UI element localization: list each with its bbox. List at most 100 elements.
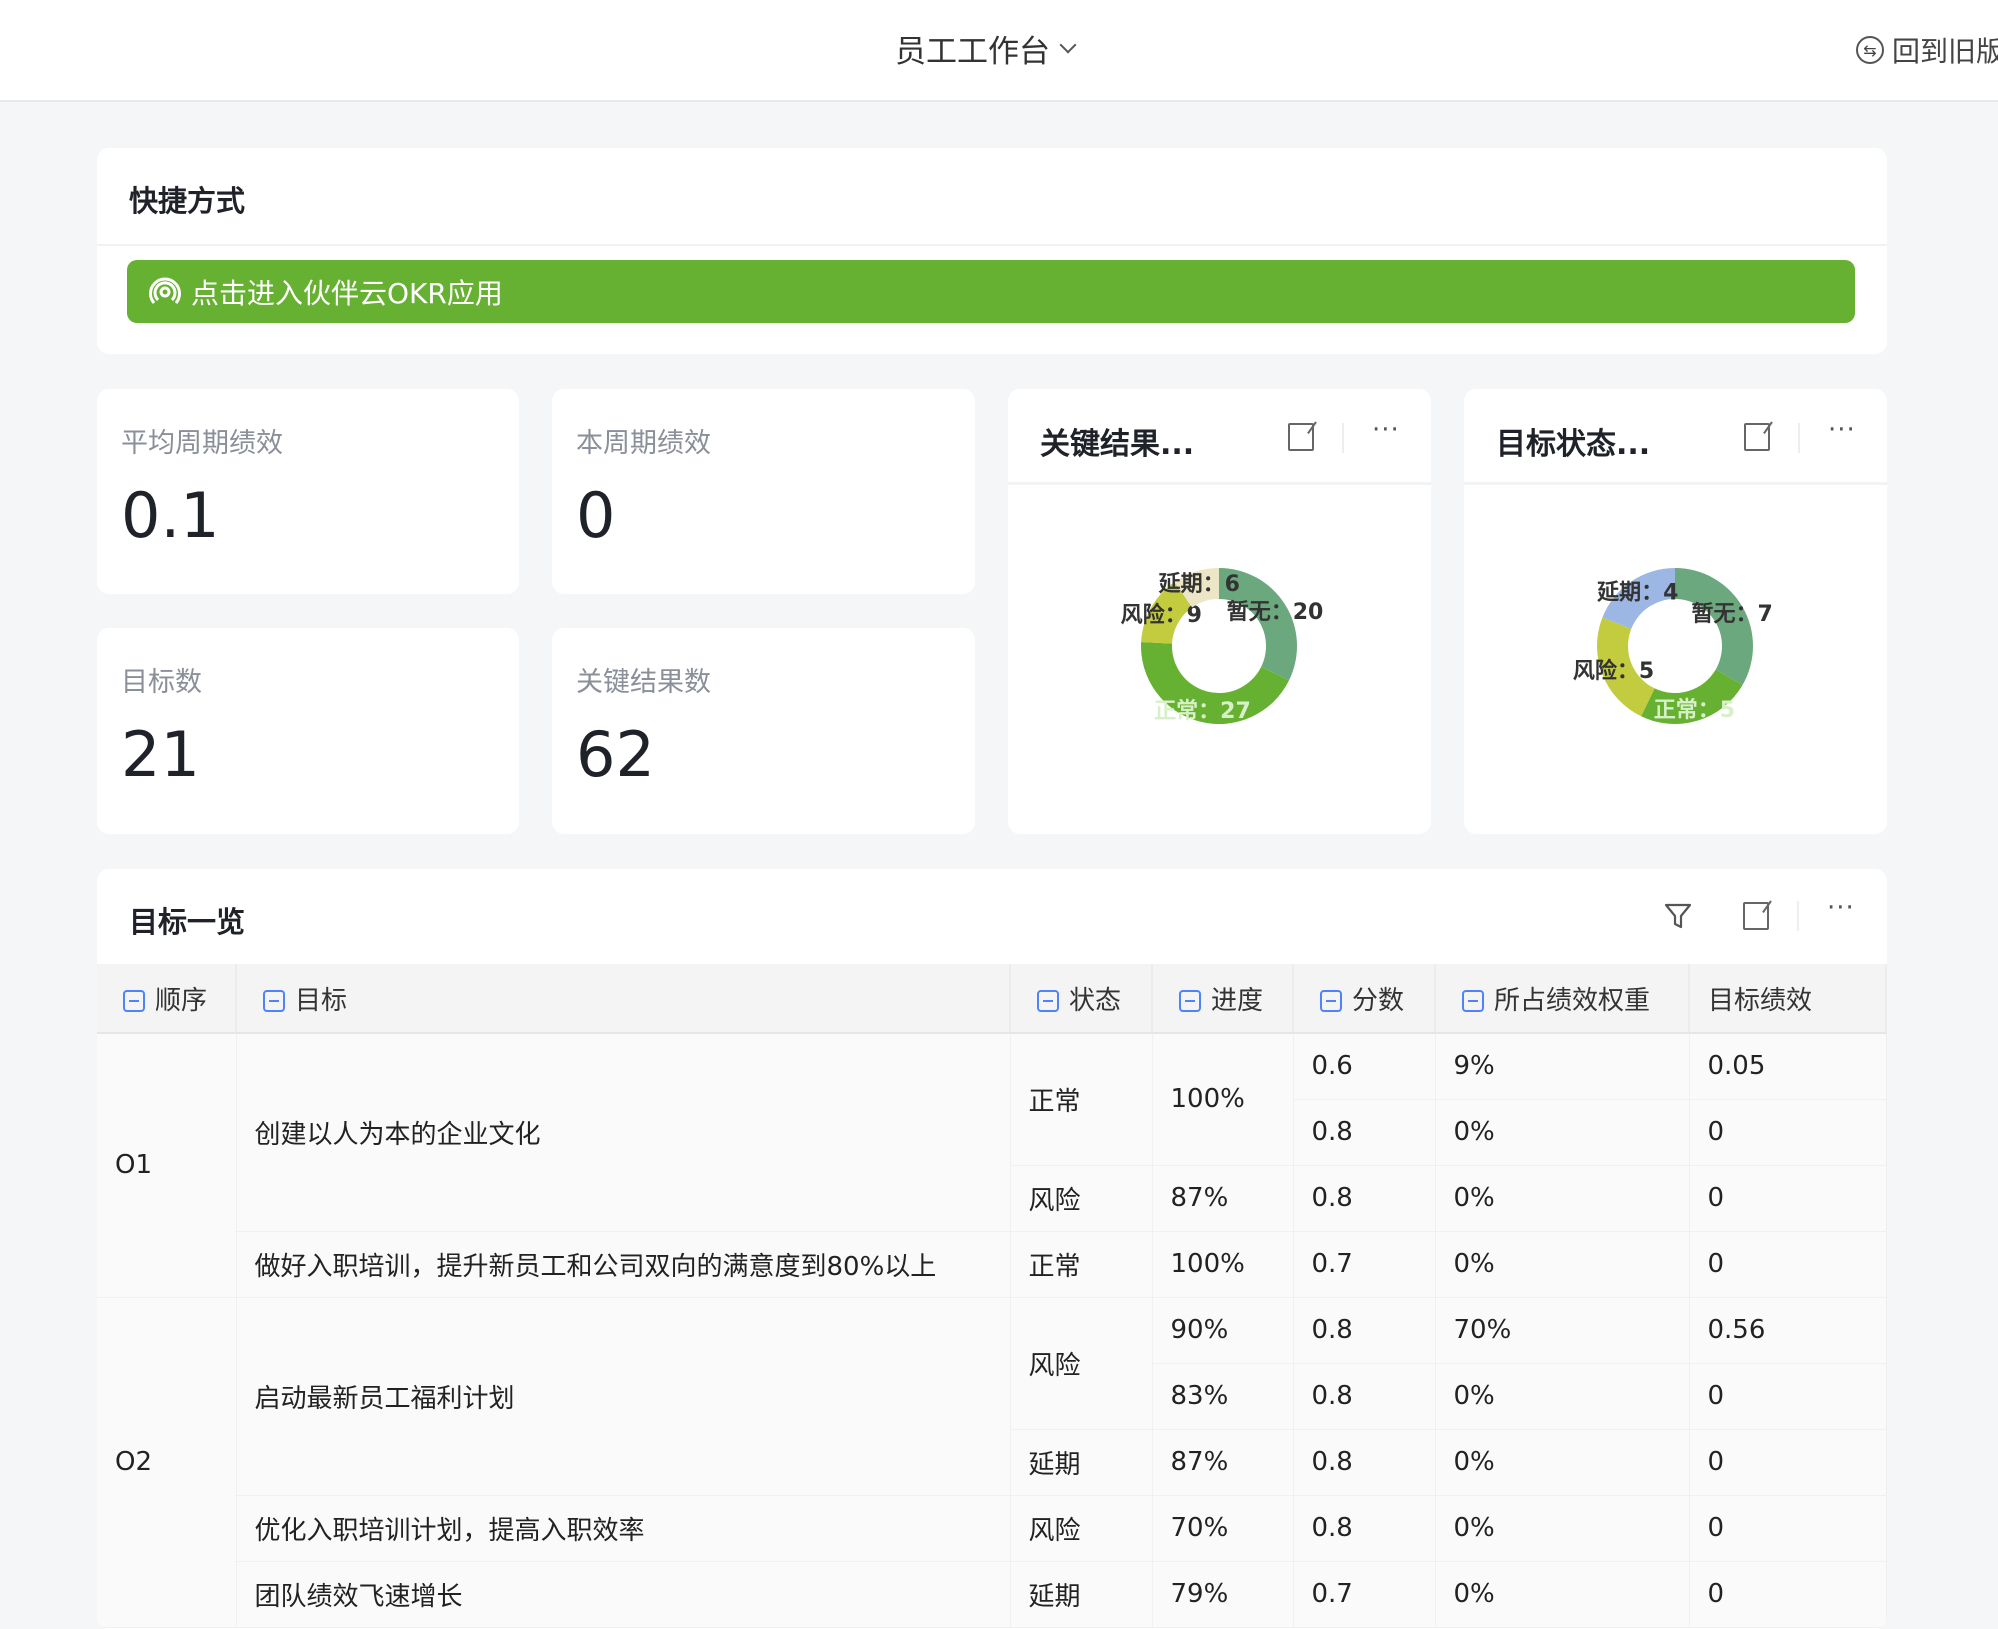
collapse-icon[interactable]	[123, 989, 145, 1012]
collapse-icon[interactable]	[1320, 989, 1342, 1012]
column-header[interactable]: 分数	[1293, 964, 1436, 1034]
more-icon[interactable]: ···	[1827, 893, 1855, 923]
open-external-icon[interactable]	[1288, 423, 1314, 451]
column-label: 目标	[295, 985, 348, 1016]
more-icon[interactable]: ···	[1372, 415, 1400, 445]
perf-cell: 0	[1689, 1429, 1887, 1496]
chart-title: 关键结果...	[1040, 427, 1195, 462]
table-row[interactable]: 0.8 0% 0	[97, 1099, 1887, 1166]
open-external-icon[interactable]	[1743, 902, 1769, 930]
okr-app-button[interactable]: 点击进入伙伴云OKR应用	[127, 260, 1855, 323]
goal-overview-card: 目标一览 ··· 顺序 目标 状态 进度 分数 所占绩效权重 目标绩效 O1 创建以人为本的企…	[97, 869, 1887, 1629]
stat-card-goal-count: 目标数 21	[97, 628, 519, 834]
table-row[interactable]: O1 创建以人为本的企业文化 正常 100% 0.6 9% 0.05	[97, 1033, 1887, 1298]
score-cell: 0.8	[1293, 1429, 1436, 1496]
slice-label: 正常：5	[1654, 697, 1735, 723]
slice-label: 延期：4	[1596, 580, 1678, 605]
goal-overview-title: 目标一览	[129, 905, 246, 939]
column-header[interactable]: 所占绩效权重	[1435, 964, 1690, 1034]
progress-cell: 87%	[1152, 1429, 1294, 1496]
slice-0[interactable]	[1675, 568, 1753, 685]
workspace-switcher[interactable]: 员工工作台	[895, 26, 1077, 71]
donut-chart: 暂无：7 正常：5风险：5 延期：4	[1573, 568, 1773, 725]
back-to-old-version-button[interactable]: ⇆ 回到旧版	[1856, 30, 1998, 70]
progress-cell: 87%	[1152, 1165, 1294, 1232]
progress-cell: 100%	[1152, 1033, 1294, 1166]
stat-value: 0.1	[121, 479, 220, 552]
perf-cell: 0	[1689, 1363, 1887, 1430]
column-header[interactable]: 目标	[236, 964, 1011, 1034]
table-row[interactable]: 优化入职培训计划，提高入职效率 风险 70% 0.8 0% 0	[97, 1495, 1887, 1562]
slice-1[interactable]	[1641, 669, 1743, 725]
chart-title: 目标状态...	[1496, 427, 1651, 462]
table-row[interactable]: 风险 87% 0.8 0% 0	[97, 1165, 1887, 1232]
open-external-icon[interactable]	[1744, 423, 1770, 451]
divider	[97, 244, 1887, 246]
shortcuts-card: 快捷方式	[97, 148, 1887, 354]
progress-cell: 70%	[1152, 1495, 1294, 1562]
collapse-icon[interactable]	[1037, 989, 1059, 1012]
goal-cell[interactable]: 创建以人为本的企业文化	[236, 1033, 1011, 1232]
slice-0[interactable]	[1219, 568, 1297, 681]
status-cell: 正常	[1010, 1033, 1153, 1166]
slice-3[interactable]	[1602, 568, 1675, 629]
filter-icon[interactable]	[1663, 901, 1693, 931]
score-cell: 0.7	[1293, 1561, 1436, 1628]
order-cell: O2	[97, 1297, 237, 1628]
goal-cell[interactable]: 团队绩效飞速增长	[236, 1561, 1011, 1628]
slice-label: 暂无：20	[1227, 599, 1324, 625]
weight-cell: 0%	[1435, 1495, 1690, 1562]
back-label: 回到旧版	[1892, 35, 1998, 68]
column-label: 分数	[1352, 985, 1405, 1016]
collapse-icon[interactable]	[1179, 989, 1201, 1012]
goal-table: 顺序 目标 状态 进度 分数 所占绩效权重 目标绩效 O1 创建以人为本的企业文化 正常 100%…	[97, 964, 1887, 1628]
goal-cell[interactable]: 优化入职培训计划，提高入职效率	[236, 1495, 1011, 1562]
more-icon[interactable]: ···	[1828, 415, 1856, 445]
slice-2[interactable]	[1597, 617, 1655, 717]
slice-3[interactable]	[1174, 568, 1219, 608]
score-cell: 0.6	[1293, 1033, 1436, 1100]
okr-button-label: 点击进入伙伴云OKR应用	[191, 276, 503, 310]
slice-2[interactable]	[1141, 581, 1193, 644]
slice-label: 风险：9	[1121, 602, 1202, 628]
slice-1[interactable]	[1141, 642, 1290, 724]
order-cell: O1	[97, 1033, 237, 1298]
stat-card-current-performance: 本周期绩效 0	[552, 389, 975, 594]
table-row[interactable]: 做好入职培训，提升新员工和公司双向的满意度到80%以上 正常 100% 0.7 0% 0	[97, 1231, 1887, 1298]
column-header[interactable]: 进度	[1152, 964, 1294, 1034]
perf-cell: 0	[1689, 1231, 1887, 1298]
status-cell: 风险	[1010, 1297, 1153, 1430]
column-label: 顺序	[155, 985, 208, 1016]
workspace-title: 员工工作台	[895, 34, 1050, 70]
collapse-icon[interactable]	[1462, 989, 1484, 1012]
status-cell: 风险	[1010, 1165, 1153, 1232]
column-header[interactable]: 顺序	[97, 964, 237, 1034]
collapse-icon[interactable]	[263, 989, 285, 1012]
column-label: 所占绩效权重	[1494, 985, 1651, 1016]
column-label: 进度	[1211, 985, 1264, 1016]
table-row[interactable]: 团队绩效飞速增长 延期 79% 0.7 0% 0	[97, 1561, 1887, 1628]
goal-cell[interactable]: 启动最新员工福利计划	[236, 1297, 1011, 1496]
perf-cell: 0	[1689, 1165, 1887, 1232]
table-row[interactable]: 83% 0.8 0% 0	[97, 1363, 1887, 1430]
table-row[interactable]: O2 启动最新员工福利计划 风险 90% 0.8 70% 0.56	[97, 1297, 1887, 1628]
table-row[interactable]: 延期 87% 0.8 0% 0	[97, 1429, 1887, 1496]
weight-cell: 0%	[1435, 1231, 1690, 1298]
weight-cell: 70%	[1435, 1297, 1690, 1364]
stat-value: 62	[576, 718, 655, 791]
slice-label: 暂无：7	[1692, 601, 1773, 627]
progress-cell: 90%	[1152, 1297, 1294, 1364]
column-header[interactable]: 状态	[1010, 964, 1153, 1034]
weight-cell: 9%	[1435, 1033, 1690, 1100]
weight-cell: 0%	[1435, 1363, 1690, 1430]
perf-cell: 0	[1689, 1495, 1887, 1562]
perf-cell: 0.05	[1689, 1033, 1887, 1100]
goal-cell[interactable]: 做好入职培训，提升新员工和公司双向的满意度到80%以上	[236, 1231, 1011, 1298]
column-header[interactable]: 目标绩效	[1689, 964, 1887, 1034]
signal-icon	[149, 277, 181, 304]
column-label: 状态	[1069, 985, 1122, 1016]
top-bar: 员工工作台 ⇆ 回到旧版	[0, 0, 1998, 102]
stat-label: 关键结果数	[576, 667, 711, 698]
perf-cell: 0	[1689, 1561, 1887, 1628]
score-cell: 0.8	[1293, 1363, 1436, 1430]
